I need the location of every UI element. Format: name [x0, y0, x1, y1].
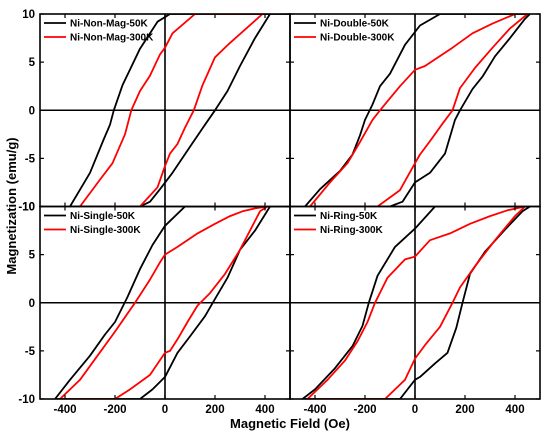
x-tick-label: -200 — [103, 404, 126, 416]
ticks-layer: -10 -5 0 5 10 -400 -200 0 200 400 -10 -5 0 5 10 -400 -20… — [18, 9, 524, 416]
legend-label: Ni-Ring-300K — [320, 225, 384, 236]
frame-layer — [39, 13, 541, 400]
panel-top-left: Ni-Non-Mag-50K Ni-Non-Mag-300K — [40, 14, 290, 207]
x-tick-label: -200 — [353, 404, 376, 416]
y-tick-label: -5 — [25, 346, 36, 358]
panel-bottom-left: Ni-Single-50K Ni-Single-300K — [40, 206, 290, 399]
series-line-ni-double-300k — [309, 14, 529, 207]
panel-curves — [304, 14, 531, 207]
y-tick-label: 0 — [29, 298, 35, 310]
panel-curves — [301, 206, 531, 399]
legend-label: Ni-Ring-50K — [320, 211, 378, 222]
panel-bottom-right: Ni-Ring-50K Ni-Ring-300K — [290, 206, 540, 399]
legend-label: Ni-Non-Mag-300K — [70, 33, 154, 44]
x-tick-label: 0 — [412, 404, 418, 416]
legend: Ni-Non-Mag-50K Ni-Non-Mag-300K — [44, 19, 154, 44]
series-line-ni-ring-300k — [306, 206, 526, 399]
y-tick-label: -10 — [18, 202, 35, 214]
series-line-ni-ring-50k — [301, 206, 531, 399]
y-axis-title: Magnetization (emu/g) — [4, 137, 19, 274]
panels-layer: Ni-Non-Mag-50K Ni-Non-Mag-300K Ni-Double-5… — [40, 14, 540, 399]
y-tick-label: -10 — [18, 394, 35, 406]
y-tick-label: 5 — [29, 250, 36, 262]
x-tick-label: -400 — [53, 404, 76, 416]
series-line-ni-double-50k — [304, 14, 531, 207]
y-tick-label: 10 — [22, 202, 35, 214]
panel-curves — [54, 206, 290, 399]
series-line-ni-non-mag-300k — [79, 14, 264, 207]
x-tick-label: 400 — [505, 404, 524, 416]
x-tick-label: 0 — [162, 404, 168, 416]
x-axis-title: Magnetic Field (Oe) — [230, 416, 350, 431]
series-line-ni-single-50k — [54, 206, 290, 399]
legend-label: Ni-Single-50K — [70, 211, 136, 222]
series-line-ni-single-300k — [59, 206, 269, 399]
x-tick-label: 400 — [255, 404, 274, 416]
legend-label: Ni-Double-50K — [320, 19, 390, 30]
series-line-ni-non-mag-50k — [69, 14, 290, 207]
panel-curves — [69, 14, 290, 207]
y-tick-label: 5 — [29, 57, 36, 69]
legend-label: Ni-Double-300K — [320, 33, 395, 44]
legend-label: Ni-Single-300K — [70, 225, 141, 236]
legend: Ni-Single-50K Ni-Single-300K — [44, 211, 141, 236]
y-tick-label: -5 — [25, 153, 36, 165]
legend: Ni-Double-50K Ni-Double-300K — [294, 19, 395, 44]
legend-label: Ni-Non-Mag-50K — [70, 19, 149, 30]
y-tick-label: 0 — [29, 105, 35, 117]
x-tick-label: -400 — [303, 404, 326, 416]
x-tick-label: 200 — [455, 404, 474, 416]
panel-top-right: Ni-Double-50K Ni-Double-300K — [290, 14, 540, 207]
x-tick-label: 200 — [205, 404, 224, 416]
y-tick-label: 10 — [22, 9, 35, 21]
legend: Ni-Ring-50K Ni-Ring-300K — [294, 211, 384, 236]
